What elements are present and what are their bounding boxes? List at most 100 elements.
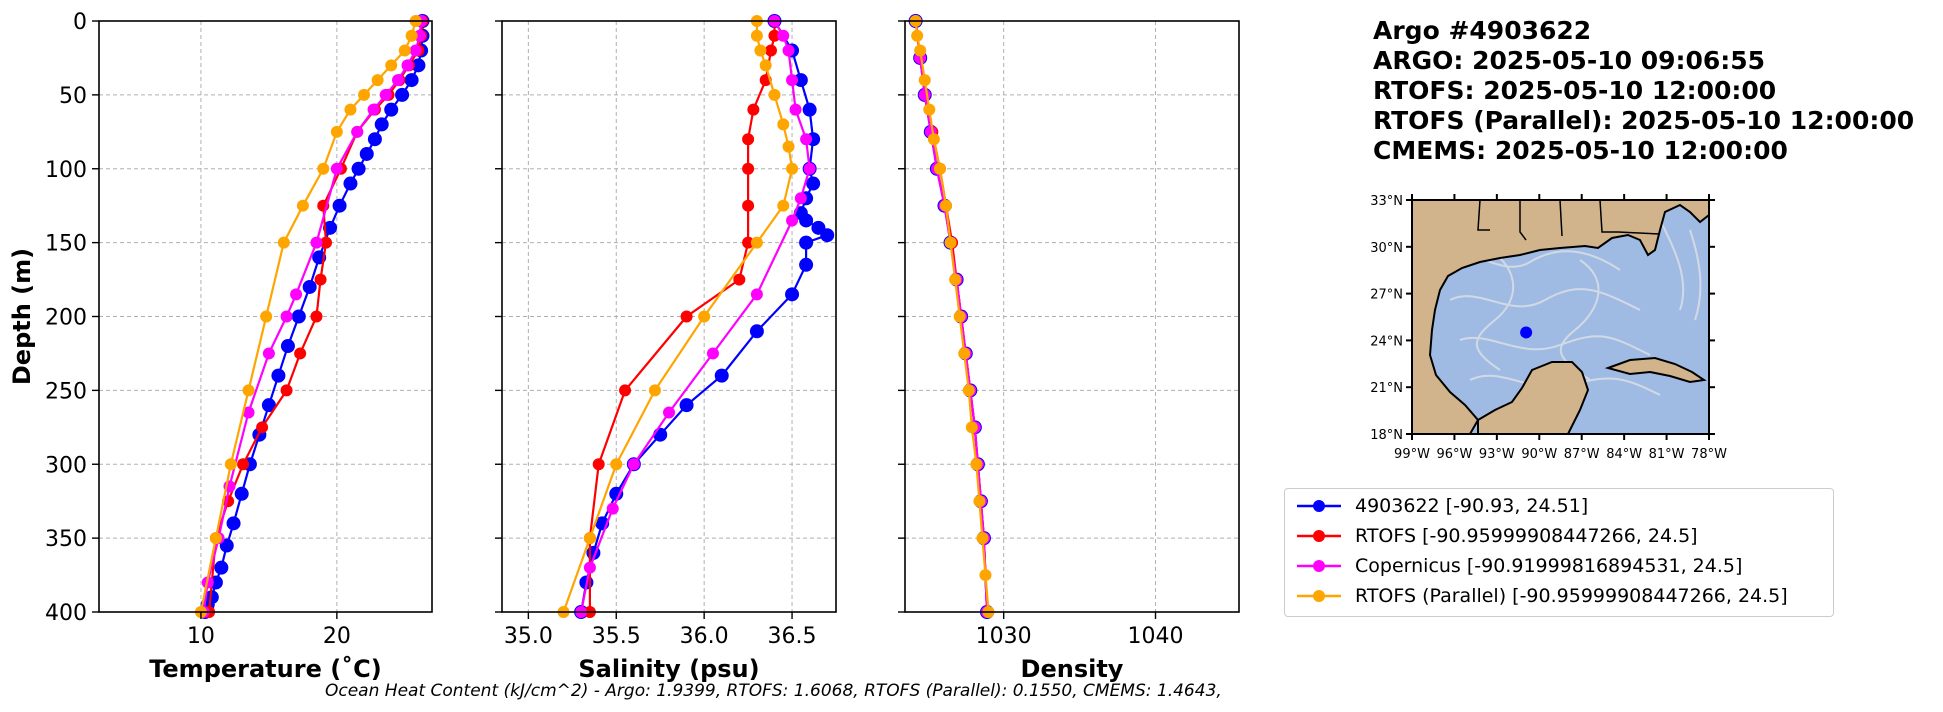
salinity-x-axis-label: Salinity (psu)	[578, 655, 759, 683]
map-longitude-labels: 99°W 96°W 93°W 90°W 87°W 84°W 81°W 78°W	[1394, 194, 1727, 462]
salinity-point-rtofs	[680, 310, 693, 323]
salinity-point-copernicus	[663, 406, 675, 419]
temperature-point-rtofs	[319, 236, 332, 249]
temperature-point-rtofs_parallel	[330, 125, 343, 138]
legend-marker-argo	[1297, 500, 1341, 512]
temperature-x-axis-label: Temperature (˚C)	[149, 655, 382, 683]
temperature-point-rtofs_parallel	[296, 199, 309, 212]
temperature-point-copernicus	[330, 162, 343, 175]
temperature-point-argo	[261, 398, 276, 413]
temperature-point-rtofs_parallel	[260, 310, 273, 323]
salinity-x-tick-label: 35.0	[504, 624, 553, 649]
map-lon-label: 81°W	[1649, 447, 1685, 462]
temperature-point-copernicus	[367, 103, 380, 116]
salinity-point-rtofs	[733, 273, 746, 286]
map-latitude-labels: 33°N 30°N 27°N 24°N 21°N 18°N	[1370, 194, 1715, 443]
map-lat-label: 30°N	[1370, 241, 1403, 256]
header-cmems-time: CMEMS: 2025-05-10 12:00:00	[1373, 136, 1788, 165]
ocean-heat-content-footnote: Ocean Heat Content (kJ/cm^2) - Argo: 1.9…	[325, 681, 1222, 701]
temperature-point-argo	[214, 560, 229, 575]
map-lat-label: 21°N	[1370, 381, 1403, 396]
temperature-point-argo	[291, 309, 306, 324]
temperature-point-rtofs_parallel	[277, 236, 290, 249]
temperature-point-rtofs_parallel	[344, 103, 357, 116]
temperature-point-rtofs_parallel	[358, 88, 371, 101]
temperature-x-tick-label: 10	[187, 624, 215, 649]
map-lon-label: 90°W	[1521, 447, 1557, 462]
temperature-point-argo	[219, 538, 234, 553]
salinity-point-argo	[799, 235, 814, 250]
temperature-y-tick-label: 250	[45, 379, 87, 404]
temperature-point-argo	[367, 132, 382, 147]
salinity-point-rtofs	[764, 44, 777, 57]
temperature-point-rtofs_parallel	[385, 59, 398, 72]
temperature-y-tick-label: 150	[45, 232, 87, 257]
temperature-point-copernicus	[351, 125, 364, 138]
density-x-axis-label: Density	[1021, 655, 1124, 683]
salinity-profile-panel: 35.0 35.5 36.0 36.5 Salinity (psu)	[495, 14, 837, 683]
salinity-point-rtofs_parallel	[698, 310, 711, 323]
salinity-point-rtofs_parallel	[750, 236, 763, 249]
salinity-point-copernicus	[786, 214, 799, 227]
temperature-point-rtofs	[310, 310, 323, 323]
salinity-point-rtofs_parallel	[750, 29, 763, 42]
temperature-point-argo	[411, 58, 426, 73]
salinity-point-argo	[820, 228, 835, 243]
density-point-rtofs_parallel	[933, 162, 946, 175]
temperature-point-copernicus	[409, 44, 422, 57]
salinity-point-rtofs	[747, 103, 760, 116]
temperature-point-rtofs_parallel	[398, 44, 411, 57]
temperature-y-tick-label: 200	[45, 306, 87, 331]
temperature-point-copernicus	[262, 347, 275, 360]
salinity-point-argo	[802, 102, 817, 117]
density-point-rtofs_parallel	[953, 310, 966, 323]
temperature-point-copernicus	[290, 288, 303, 301]
salinity-x-tick-label: 35.5	[592, 624, 641, 649]
legend-marker-rtofs-parallel	[1297, 590, 1341, 602]
density-point-rtofs_parallel	[927, 133, 940, 146]
density-point-rtofs_parallel	[939, 199, 952, 212]
salinity-point-copernicus	[782, 44, 795, 57]
salinity-point-argo	[749, 324, 764, 339]
salinity-point-rtofs_parallel	[768, 88, 781, 101]
salinity-point-copernicus	[777, 29, 790, 42]
temperature-point-copernicus	[280, 310, 293, 323]
temperature-point-copernicus	[392, 74, 405, 87]
temperature-point-rtofs	[294, 347, 307, 360]
density-point-rtofs_parallel	[949, 273, 962, 286]
salinity-point-argo	[679, 398, 694, 413]
temperature-point-argo	[395, 87, 410, 102]
temperature-profile-panel: 10 20050100150200250300350400Temperature …	[8, 10, 433, 683]
salinity-point-copernicus	[789, 103, 802, 116]
salinity-point-rtofs_parallel	[648, 384, 661, 397]
salinity-point-argo	[799, 213, 814, 228]
salinity-point-argo	[799, 257, 814, 272]
salinity-series-line-copernicus	[580, 20, 811, 613]
temperature-point-copernicus	[379, 88, 392, 101]
salinity-point-rtofs_parallel	[583, 532, 596, 545]
salinity-point-argo	[806, 176, 821, 191]
legend-marker-copernicus	[1297, 560, 1341, 572]
temperature-point-rtofs_parallel	[224, 458, 237, 471]
map-lon-label: 99°W	[1394, 447, 1430, 462]
density-x-tick-label: 1040	[1128, 624, 1184, 649]
salinity-point-rtofs_parallel	[786, 162, 799, 175]
salinity-point-rtofs	[742, 199, 755, 212]
temperature-point-argo	[234, 486, 249, 501]
density-point-rtofs_parallel	[970, 458, 983, 471]
legend-label-rtofs-parallel: RTOFS (Parallel) [-90.95999908447266, 24…	[1355, 585, 1788, 607]
temperature-point-argo	[343, 176, 358, 191]
salinity-point-copernicus	[800, 133, 813, 146]
salinity-x-tick-label: 36.5	[768, 624, 817, 649]
temperature-point-rtofs_parallel	[371, 74, 384, 87]
salinity-point-rtofs_parallel	[782, 140, 795, 153]
salinity-point-rtofs_parallel	[777, 199, 790, 212]
gulf-of-mexico-map-inset: 33°N 30°N 27°N 24°N 21°N 18°N 99°W 96°W 93°W 90°…	[1370, 194, 1727, 462]
temperature-point-argo	[271, 368, 286, 383]
density-point-rtofs_parallel	[976, 532, 989, 545]
legend: 4903622 [-90.93, 24.51] RTOFS [-90.95999…	[1284, 488, 1834, 617]
temperature-point-argo	[359, 146, 374, 161]
density-point-rtofs_parallel	[944, 236, 957, 249]
salinity-point-copernicus	[794, 192, 807, 205]
legend-label-rtofs: RTOFS [-90.95999908447266, 24.5]	[1355, 525, 1698, 547]
